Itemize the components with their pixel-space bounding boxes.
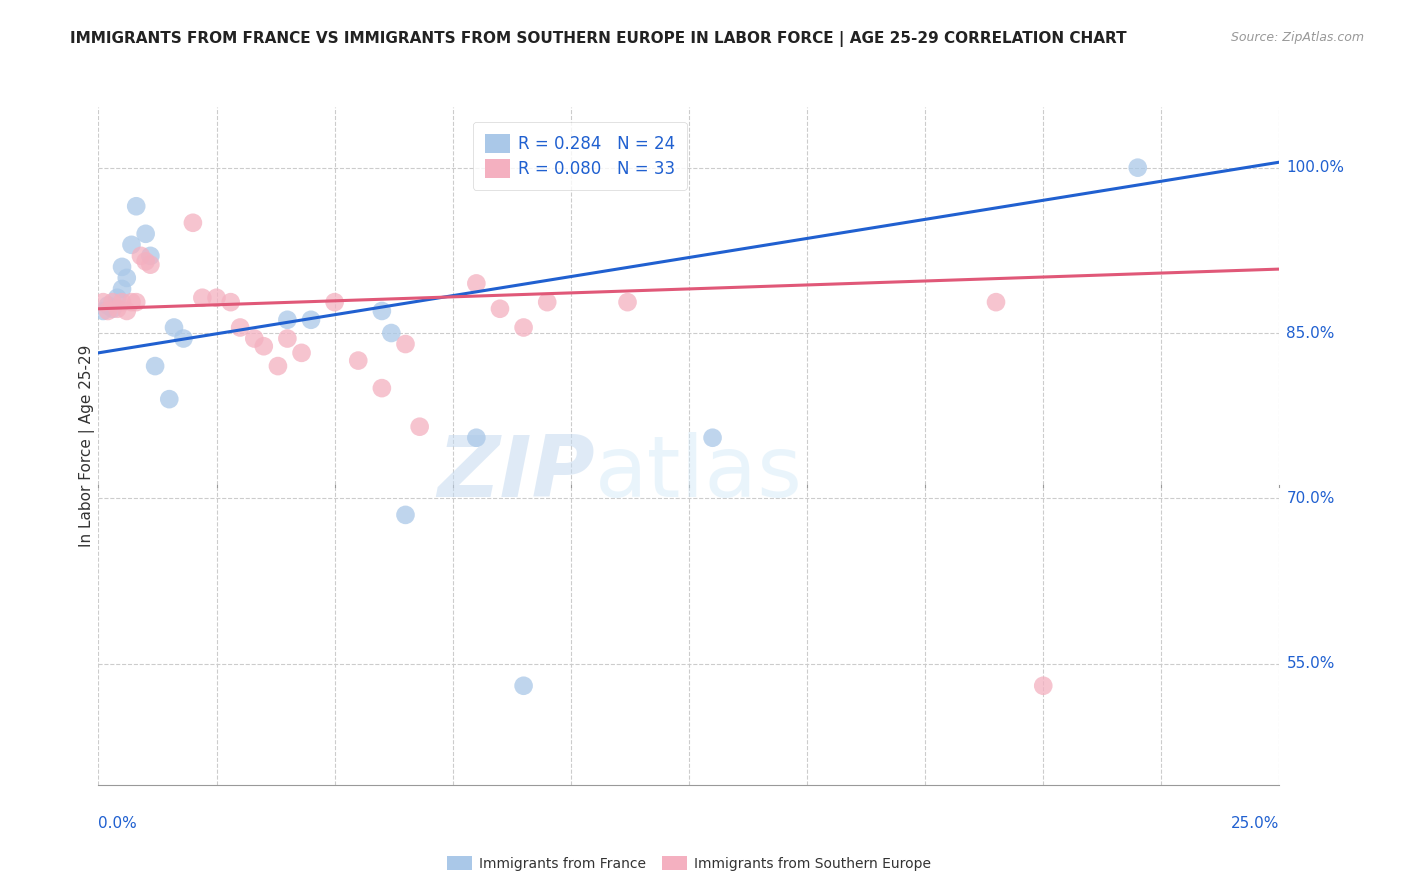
Point <box>111 282 134 296</box>
Text: Source: ZipAtlas.com: Source: ZipAtlas.com <box>1230 31 1364 45</box>
Point <box>512 679 534 693</box>
Point <box>323 295 346 310</box>
Point <box>984 295 1007 310</box>
Point <box>380 326 402 340</box>
Point <box>276 313 298 327</box>
Point <box>101 301 124 316</box>
Point <box>91 304 114 318</box>
Point <box>125 199 148 213</box>
Point <box>135 254 157 268</box>
Point <box>135 227 157 241</box>
Point <box>181 216 204 230</box>
Text: 70.0%: 70.0% <box>1286 491 1334 506</box>
Point <box>253 339 276 353</box>
Point <box>394 508 416 522</box>
Text: 25.0%: 25.0% <box>1232 816 1279 831</box>
Point <box>125 295 148 310</box>
Point <box>229 320 252 334</box>
Point <box>536 295 558 310</box>
Text: ZIP: ZIP <box>437 432 595 515</box>
Point <box>489 301 512 316</box>
Point <box>163 320 186 334</box>
Point <box>243 332 266 346</box>
Text: 55.0%: 55.0% <box>1286 657 1334 671</box>
Point <box>97 304 120 318</box>
Point <box>267 359 290 373</box>
Point <box>105 291 128 305</box>
Point <box>121 295 143 310</box>
Point <box>105 301 128 316</box>
Point <box>91 295 114 310</box>
Point <box>408 419 430 434</box>
Point <box>205 291 228 305</box>
Point <box>219 295 242 310</box>
Point <box>1126 161 1149 175</box>
Point <box>115 304 138 318</box>
Text: 0.0%: 0.0% <box>98 816 138 831</box>
Point <box>290 346 312 360</box>
Point <box>143 359 166 373</box>
Text: IMMIGRANTS FROM FRANCE VS IMMIGRANTS FROM SOUTHERN EUROPE IN LABOR FORCE | AGE 2: IMMIGRANTS FROM FRANCE VS IMMIGRANTS FRO… <box>70 31 1128 47</box>
Point <box>97 298 120 312</box>
Point <box>465 431 488 445</box>
Point <box>371 381 394 395</box>
Point <box>115 271 138 285</box>
Point <box>111 260 134 274</box>
Point <box>101 295 124 310</box>
Point <box>129 249 152 263</box>
Point <box>121 237 143 252</box>
Point <box>111 295 134 310</box>
Point <box>139 249 162 263</box>
Text: 100.0%: 100.0% <box>1286 161 1344 175</box>
Point <box>139 258 162 272</box>
Point <box>191 291 214 305</box>
Point <box>702 431 724 445</box>
Point <box>394 337 416 351</box>
Point <box>299 313 322 327</box>
Point <box>465 277 488 291</box>
Point <box>172 332 194 346</box>
Point <box>1032 679 1054 693</box>
Point <box>616 295 638 310</box>
Text: atlas: atlas <box>595 432 803 515</box>
Point <box>371 304 394 318</box>
Legend: Immigrants from France, Immigrants from Southern Europe: Immigrants from France, Immigrants from … <box>441 850 936 876</box>
Point <box>347 353 370 368</box>
Point <box>512 320 534 334</box>
Y-axis label: In Labor Force | Age 25-29: In Labor Force | Age 25-29 <box>79 345 96 547</box>
Point <box>276 332 298 346</box>
Point <box>157 392 180 406</box>
Text: 85.0%: 85.0% <box>1286 326 1334 341</box>
